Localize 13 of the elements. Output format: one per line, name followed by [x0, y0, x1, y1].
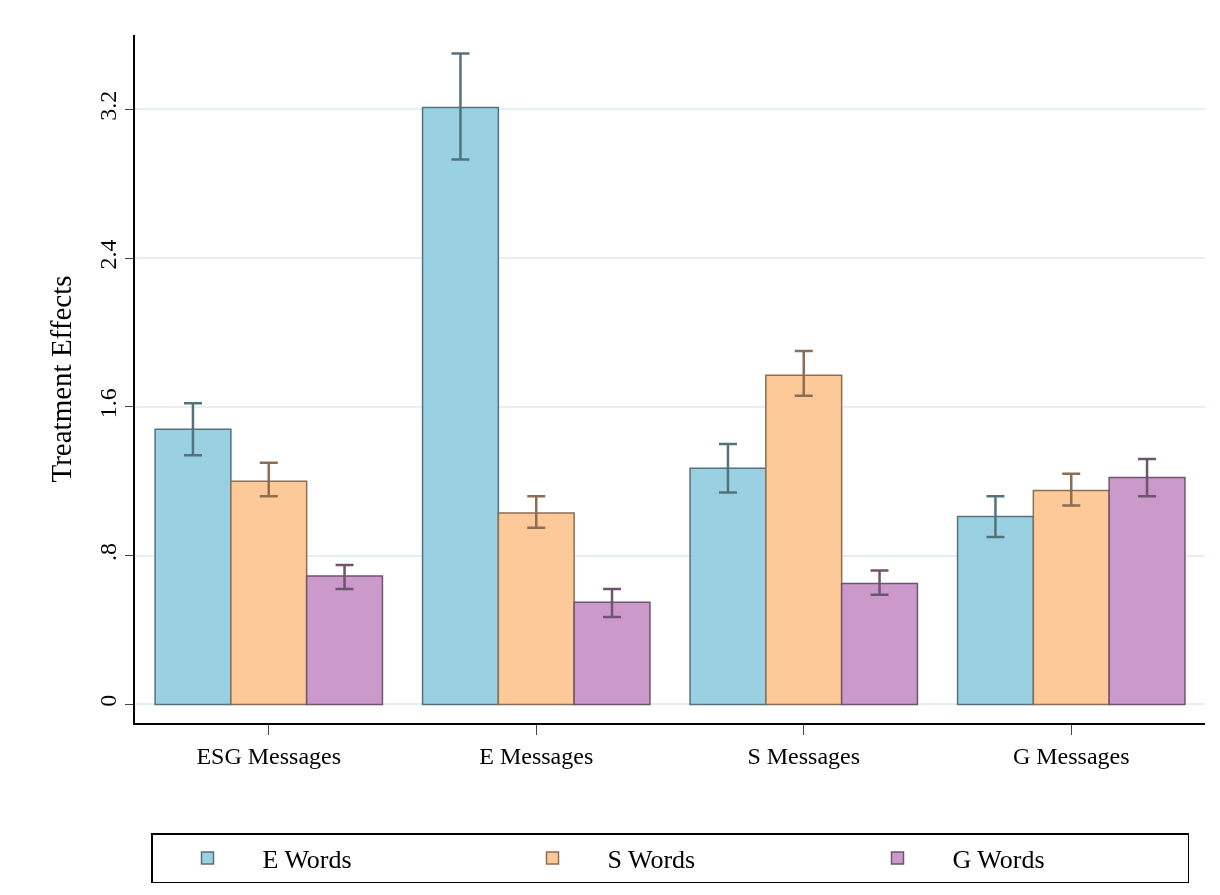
y-tick-label: 3.2	[94, 90, 121, 121]
y-tick-label: 2.4	[94, 239, 121, 270]
y-tick-label: 0	[94, 694, 121, 707]
legend-label: G Words	[952, 845, 1045, 875]
y-tick-label: 1.6	[94, 388, 121, 419]
x-tick-label: E Messages	[479, 742, 594, 769]
x-tick-label: ESG Messages	[196, 742, 342, 769]
y-tick-label: .8	[94, 543, 121, 562]
x-tick-label: S Messages	[747, 742, 861, 769]
y-axis-title: Treatment Effects	[44, 275, 77, 483]
legend-label: S Words	[607, 845, 696, 875]
legend-label: E Words	[262, 845, 352, 875]
x-tick-label: G Messages	[1012, 742, 1130, 769]
